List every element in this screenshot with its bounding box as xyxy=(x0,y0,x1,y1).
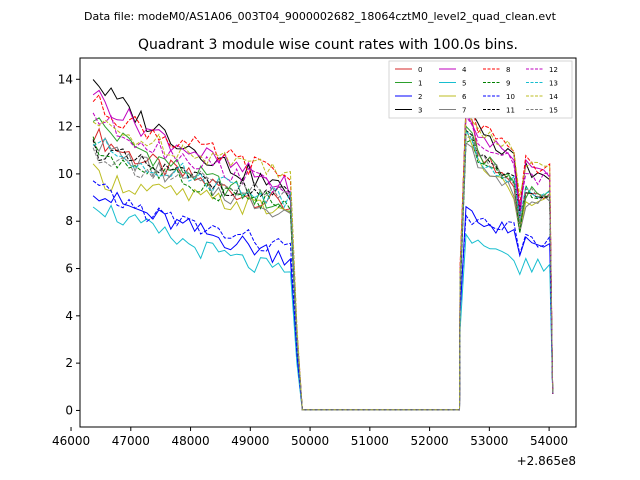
legend-label-11: 11 xyxy=(506,107,515,115)
series-line-9 xyxy=(92,136,554,411)
series-line-11 xyxy=(92,129,554,411)
legend-label-9: 9 xyxy=(506,80,510,88)
x-tick-label: 49000 xyxy=(231,434,269,448)
x-tick-label: 51000 xyxy=(351,434,389,448)
series-layer xyxy=(92,79,554,411)
y-tick-label: 4 xyxy=(65,309,73,323)
x-tick-label: 50000 xyxy=(291,434,329,448)
series-line-3 xyxy=(92,79,554,411)
series-line-5 xyxy=(92,204,554,411)
series-line-10 xyxy=(92,180,554,411)
series-line-14 xyxy=(92,108,554,411)
legend-label-14: 14 xyxy=(549,93,558,101)
series-line-8 xyxy=(92,93,554,411)
series-line-7 xyxy=(92,136,554,411)
data-file-label: Data file: modeM0/AS1A06_003T04_90000026… xyxy=(84,10,557,23)
x-tick-label: 46000 xyxy=(52,434,90,448)
legend-label-2: 2 xyxy=(418,93,422,101)
legend-label-10: 10 xyxy=(506,93,515,101)
legend-label-12: 12 xyxy=(549,66,558,74)
x-tick-label: 48000 xyxy=(171,434,209,448)
x-tick-label: 47000 xyxy=(112,434,150,448)
series-line-4 xyxy=(92,89,554,411)
y-tick-label: 12 xyxy=(58,120,73,134)
y-axis: 0 2 4 6 8 10 12 14 xyxy=(58,72,80,417)
legend-label-5: 5 xyxy=(462,80,466,88)
legend-label-8: 8 xyxy=(506,66,510,74)
legend-label-13: 13 xyxy=(549,80,558,88)
legend-label-4: 4 xyxy=(462,66,467,74)
y-tick-label: 14 xyxy=(58,72,73,86)
legend-label-1: 1 xyxy=(418,80,422,88)
plot-frame xyxy=(79,57,577,428)
y-tick-label: 2 xyxy=(65,356,73,370)
x-tick-label: 54000 xyxy=(530,434,568,448)
x-tick-label: 52000 xyxy=(410,434,448,448)
legend-box xyxy=(388,60,573,119)
legend-label-6: 6 xyxy=(462,93,467,101)
legend-label-0: 0 xyxy=(418,66,422,74)
legend-label-15: 15 xyxy=(549,107,558,115)
y-tick-label: 6 xyxy=(65,262,73,276)
series-line-15 xyxy=(92,135,554,411)
legend-label-7: 7 xyxy=(462,107,466,115)
y-tick-label: 0 xyxy=(65,403,73,417)
chart-title: Quadrant 3 module wise count rates with … xyxy=(138,37,518,53)
y-tick-label: 8 xyxy=(65,214,73,228)
series-line-12 xyxy=(92,112,554,411)
x-tick-label: 53000 xyxy=(470,434,508,448)
series-line-6 xyxy=(92,128,554,411)
legend-label-3: 3 xyxy=(418,107,422,115)
x-offset-label: +2.865e8 xyxy=(517,454,576,468)
y-tick-label: 10 xyxy=(58,167,73,181)
series-line-2 xyxy=(92,191,554,411)
x-axis: 46000 47000 48000 49000 50000 51000 52000 53000… xyxy=(52,427,568,448)
